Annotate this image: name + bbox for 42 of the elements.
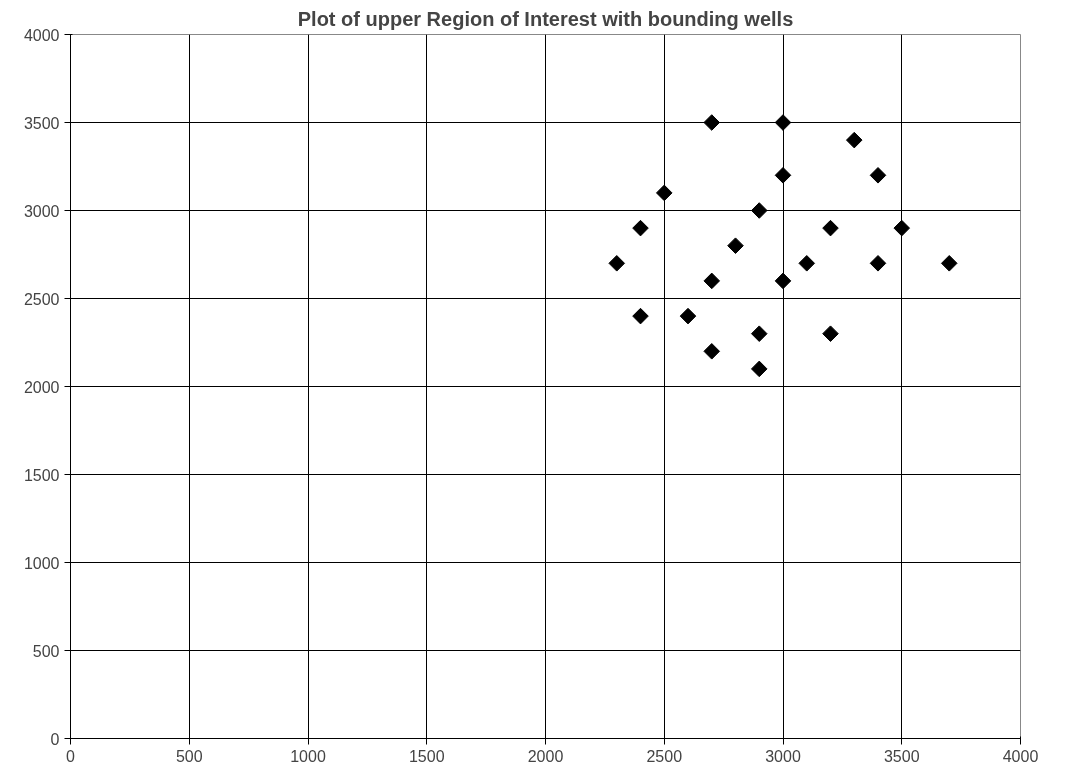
y-tick-label: 3000 (23, 202, 60, 220)
y-tick-label: 2500 (23, 290, 60, 308)
point (679, 307, 697, 325)
y-tick-label: 3500 (23, 114, 60, 132)
x-tick-label: 1000 (290, 747, 326, 765)
point (632, 219, 649, 237)
x-tick-label: 0 (66, 747, 76, 765)
x-tick-label: 500 (175, 747, 203, 765)
x-tick-label: 4000 (1002, 747, 1039, 765)
point (703, 272, 721, 290)
y-tick-label: 0 (50, 730, 60, 748)
x-tick-label: 2000 (527, 747, 564, 765)
point (845, 131, 863, 149)
point (822, 219, 839, 237)
y-tick-label: 500 (32, 642, 60, 660)
point (798, 255, 816, 272)
point (703, 114, 721, 131)
x-tick-label: 3500 (883, 747, 920, 765)
point (750, 360, 768, 378)
point (869, 167, 887, 184)
point (774, 272, 792, 290)
point (869, 255, 887, 272)
point (750, 202, 768, 219)
chart-title: Plot of upper Region of Interest with bounding wells (297, 7, 794, 30)
x-tick-label: 2500 (646, 747, 683, 765)
x-tick-label: 1500 (408, 747, 445, 765)
y-tick-label: 1500 (23, 466, 60, 484)
point (655, 184, 673, 202)
y-tick-label: 2000 (23, 378, 60, 396)
point (703, 343, 721, 360)
point (774, 114, 792, 131)
x-tick-label: 3000 (765, 747, 801, 765)
y-tick-label: 1000 (23, 554, 60, 572)
point (632, 307, 649, 325)
point (822, 325, 839, 342)
point (893, 219, 911, 237)
point (727, 237, 744, 254)
point (774, 167, 792, 184)
point (940, 255, 958, 272)
point (750, 325, 768, 342)
point (608, 255, 626, 272)
y-tick-label: 4000 (23, 26, 60, 44)
